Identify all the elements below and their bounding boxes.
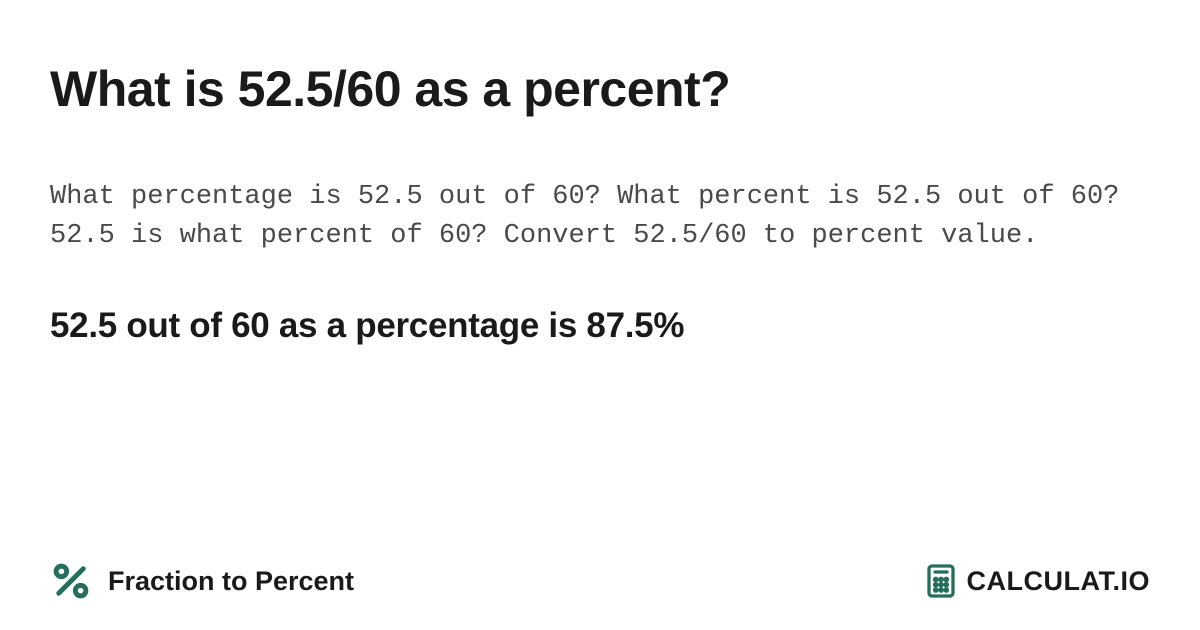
percent-icon xyxy=(50,560,92,602)
question-description: What percentage is 52.5 out of 60? What … xyxy=(50,178,1130,256)
footer-left: Fraction to Percent xyxy=(50,560,354,602)
page-title: What is 52.5/60 as a percent? xyxy=(50,60,1150,118)
brand: CALCULAT.IO xyxy=(923,563,1150,599)
footer-label: Fraction to Percent xyxy=(108,566,354,597)
calculator-icon xyxy=(923,563,959,599)
brand-text: CALCULAT.IO xyxy=(967,566,1150,597)
answer-text: 52.5 out of 60 as a percentage is 87.5% xyxy=(50,306,1150,346)
footer: Fraction to Percent CALCULAT.IO xyxy=(50,560,1150,602)
